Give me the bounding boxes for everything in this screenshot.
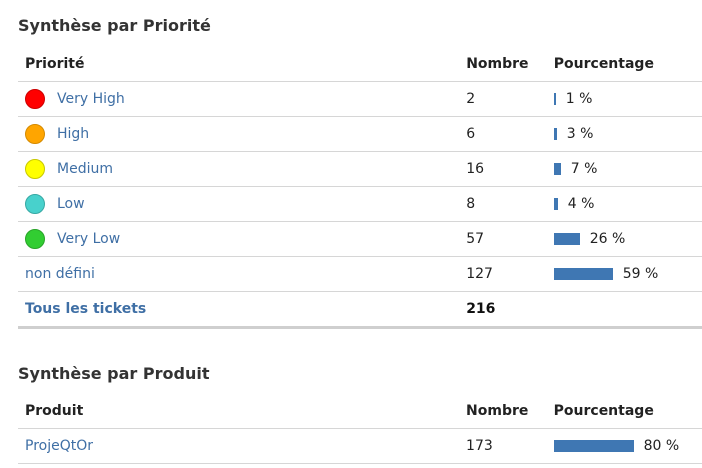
column-header-count: Nombre xyxy=(466,394,554,429)
priority-link-medium[interactable]: Medium xyxy=(57,161,113,177)
table-row: Very High 2 1 % xyxy=(18,81,702,117)
product-link-projeqtor[interactable]: ProjeQtOr xyxy=(25,438,93,454)
percent-label: 7 % xyxy=(570,161,598,177)
low-priority-dot-icon xyxy=(25,194,45,214)
percent-bar xyxy=(553,233,580,245)
product-section-title: Synthèse par Produit xyxy=(18,364,210,383)
high-priority-dot-icon xyxy=(25,124,45,144)
product-summary-table: Produit Nombre Pourcentage ProjeQtOr 173… xyxy=(18,394,702,464)
percent-label: 3 % xyxy=(566,126,594,142)
column-header-priority: Priorité xyxy=(18,47,467,82)
table-row: Low 8 4 % xyxy=(18,186,702,222)
priority-link-low[interactable]: Low xyxy=(57,196,85,212)
count-cell: 8 xyxy=(466,186,554,222)
percent-bar xyxy=(553,440,634,452)
very-low-priority-dot-icon xyxy=(25,229,45,249)
priority-link-high[interactable]: High xyxy=(57,126,90,142)
table-row: High 6 3 % xyxy=(18,116,702,152)
percent-label: 26 % xyxy=(589,231,626,247)
count-cell: 2 xyxy=(466,81,554,117)
very-high-priority-dot-icon xyxy=(25,89,45,109)
priority-section-title: Synthèse par Priorité xyxy=(18,16,211,35)
percent-label: 59 % xyxy=(622,266,659,282)
table-row: non défini 127 59 % xyxy=(18,256,702,292)
count-cell: 16 xyxy=(466,151,554,187)
table-row: Very Low 57 26 % xyxy=(18,221,702,257)
medium-priority-dot-icon xyxy=(25,159,45,179)
count-cell: 57 xyxy=(466,221,554,257)
percent-label: 1 % xyxy=(565,91,593,107)
column-header-count: Nombre xyxy=(466,47,554,82)
table-header-row: Produit Nombre Pourcentage xyxy=(18,394,702,429)
table-row: ProjeQtOr 173 80 % xyxy=(18,428,702,464)
all-tickets-link[interactable]: Tous les tickets xyxy=(25,301,147,317)
priority-link-undefined[interactable]: non défini xyxy=(25,266,95,282)
percent-label: 80 % xyxy=(643,438,680,454)
percent-bar xyxy=(553,93,556,105)
percent-bar xyxy=(553,128,557,140)
column-header-product: Produit xyxy=(18,394,467,429)
count-cell: 6 xyxy=(466,116,554,152)
count-cell: 173 xyxy=(466,428,554,464)
total-row: Tous les tickets 216 xyxy=(18,291,702,329)
column-header-percent: Pourcentage xyxy=(553,394,702,429)
table-header-row: Priorité Nombre Pourcentage xyxy=(18,47,702,82)
table-row: Medium 16 7 % xyxy=(18,151,702,187)
percent-bar xyxy=(553,163,561,175)
percent-bar xyxy=(553,268,613,280)
total-count: 216 xyxy=(466,291,554,329)
percent-label: 4 % xyxy=(567,196,595,212)
count-cell: 127 xyxy=(466,256,554,292)
priority-link-very-high[interactable]: Very High xyxy=(57,91,125,107)
priority-link-very-low[interactable]: Very Low xyxy=(57,231,121,247)
percent-bar xyxy=(553,198,558,210)
priority-summary-table: Priorité Nombre Pourcentage Very High 2 … xyxy=(18,47,702,329)
column-header-percent: Pourcentage xyxy=(553,47,702,82)
